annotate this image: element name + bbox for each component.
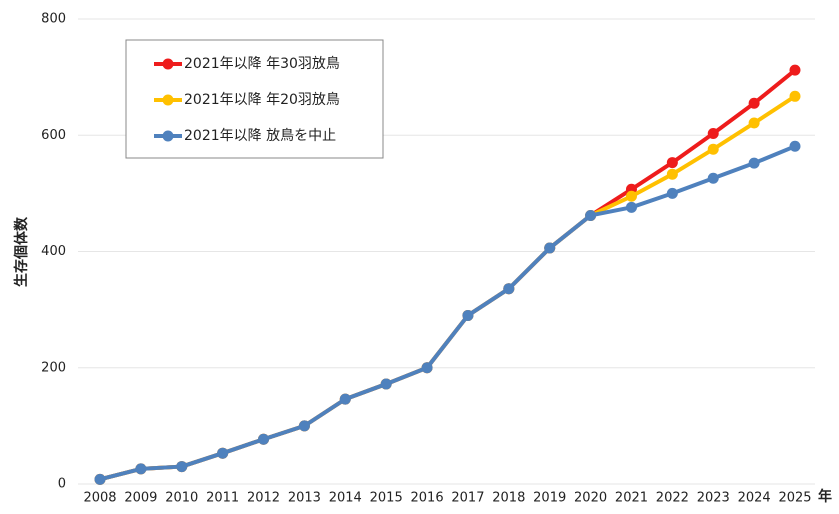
data-point	[789, 140, 801, 152]
data-point	[707, 172, 719, 184]
data-point	[625, 190, 637, 202]
x-tick-label: 2015	[370, 491, 403, 506]
data-point	[666, 157, 678, 169]
x-tick-label: 2016	[411, 491, 444, 506]
y-tick-label: 600	[41, 128, 66, 143]
data-point	[462, 309, 474, 321]
x-tick-label: 2022	[656, 491, 689, 506]
data-point	[789, 90, 801, 102]
x-tick-label: 2023	[697, 491, 730, 506]
data-point	[666, 187, 678, 199]
data-point	[748, 157, 760, 169]
x-tick-label: 2009	[124, 491, 157, 506]
data-point	[748, 97, 760, 109]
legend-marker	[162, 94, 174, 106]
data-point	[503, 283, 515, 295]
data-point	[176, 461, 188, 473]
x-tick-label: 2019	[533, 491, 566, 506]
x-tick-label: 2011	[206, 491, 239, 506]
x-tick-label: 2010	[165, 491, 198, 506]
x-tick-label: 2018	[492, 491, 525, 506]
x-tick-label: 2024	[738, 491, 771, 506]
legend-label: 2021年以降 放鳥を中止	[184, 128, 336, 144]
data-point	[258, 433, 270, 445]
x-tick-label: 2021	[615, 491, 648, 506]
data-point	[707, 143, 719, 155]
x-tick-label: 2020	[574, 491, 607, 506]
data-point	[94, 473, 106, 485]
x-tick-label: 2012	[247, 491, 280, 506]
data-point	[298, 420, 310, 432]
data-point	[217, 447, 229, 459]
data-point	[135, 463, 147, 475]
data-point	[544, 242, 556, 254]
legend-label: 2021年以降 年30羽放鳥	[184, 56, 340, 72]
data-point	[707, 128, 719, 140]
data-point	[789, 64, 801, 76]
y-tick-label: 0	[58, 477, 66, 492]
series-line	[99, 144, 796, 482]
y-tick-label: 800	[41, 12, 66, 27]
legend-marker	[162, 130, 174, 142]
legend-label: 2021年以降 年20羽放鳥	[184, 92, 340, 108]
data-point	[625, 201, 637, 213]
x-tick-label: 2014	[329, 491, 362, 506]
x-tick-label: 2017	[451, 491, 484, 506]
data-point	[380, 378, 392, 390]
legend-marker	[162, 58, 174, 70]
data-point	[339, 393, 351, 405]
y-tick-label: 400	[41, 244, 66, 259]
x-axis-label: 年	[818, 488, 832, 505]
data-point	[585, 209, 597, 221]
data-point	[421, 362, 433, 374]
x-tick-label: 2025	[778, 491, 811, 506]
y-tick-label: 200	[41, 360, 66, 375]
data-point	[748, 117, 760, 129]
data-point	[666, 168, 678, 180]
x-tick-label: 2008	[83, 491, 116, 506]
x-tick-label: 2013	[288, 491, 321, 506]
y-axis-label: 生存個体数	[13, 216, 30, 287]
